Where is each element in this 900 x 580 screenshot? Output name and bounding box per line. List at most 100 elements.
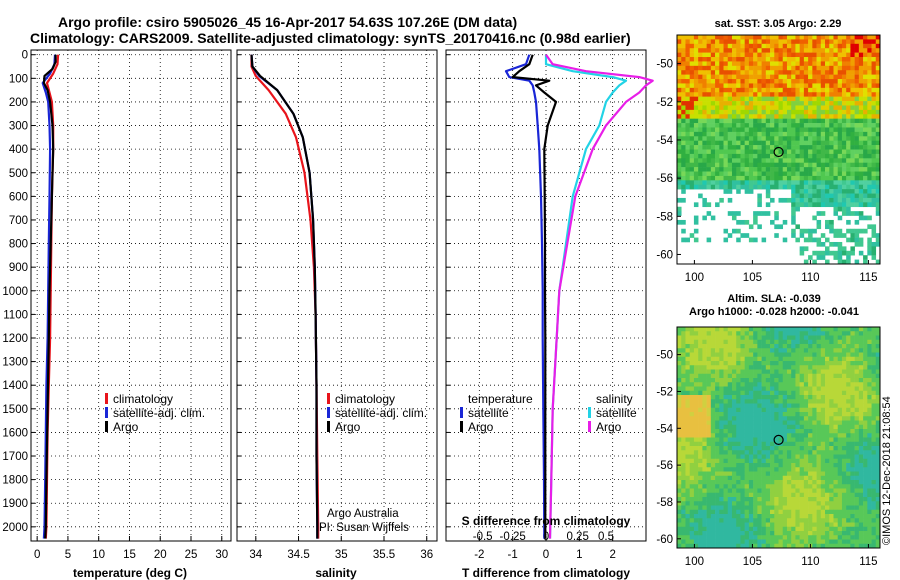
map-cell bbox=[736, 407, 741, 413]
map-cell bbox=[808, 167, 813, 172]
map-cell bbox=[765, 43, 771, 49]
map-cell bbox=[825, 373, 830, 379]
map-cell bbox=[715, 373, 720, 379]
map-cell bbox=[854, 361, 860, 366]
map-cell bbox=[837, 352, 843, 358]
map-cell bbox=[871, 189, 877, 194]
map-cell bbox=[871, 228, 877, 234]
legend-argo: Argo bbox=[335, 420, 361, 434]
map-cell bbox=[765, 471, 771, 477]
map-cell bbox=[761, 395, 767, 400]
map-cell bbox=[689, 43, 695, 49]
map-cell bbox=[816, 43, 822, 49]
map-cell bbox=[740, 407, 745, 413]
map-cell bbox=[689, 70, 695, 75]
map-cell bbox=[854, 475, 860, 481]
map-cell bbox=[698, 87, 703, 93]
map-cell bbox=[723, 522, 729, 528]
map-cell bbox=[731, 211, 737, 216]
map-cell bbox=[744, 488, 750, 494]
map-cell bbox=[791, 378, 796, 383]
map-cell bbox=[681, 539, 686, 545]
map-cell bbox=[681, 74, 686, 80]
map-cell bbox=[702, 492, 707, 498]
map-cell bbox=[799, 488, 805, 494]
map-cell bbox=[837, 514, 843, 519]
map-cell bbox=[795, 74, 800, 80]
map-cell bbox=[858, 189, 864, 194]
map-cell bbox=[854, 543, 860, 549]
map-cell bbox=[693, 471, 699, 477]
map-cell bbox=[698, 399, 703, 404]
map-cell bbox=[871, 454, 877, 460]
map-cell bbox=[702, 399, 707, 404]
map-cell bbox=[778, 369, 784, 375]
map-cell bbox=[736, 437, 741, 443]
map-cell bbox=[803, 158, 809, 164]
map-cell bbox=[765, 441, 771, 447]
map-cell bbox=[850, 233, 855, 238]
map-cell bbox=[677, 39, 682, 45]
map-cell bbox=[820, 441, 826, 447]
map-cell bbox=[765, 162, 771, 168]
map-cell bbox=[693, 403, 699, 409]
map-cell bbox=[702, 158, 707, 164]
map-cell bbox=[698, 70, 703, 75]
map-cell bbox=[833, 420, 839, 426]
map-cell bbox=[825, 399, 830, 404]
map-cell bbox=[867, 335, 872, 341]
map-cell bbox=[753, 484, 758, 489]
map-cell bbox=[858, 241, 864, 247]
map-cell bbox=[841, 327, 847, 332]
map-cell bbox=[782, 352, 788, 358]
map-cell bbox=[715, 382, 720, 387]
map-cell bbox=[799, 450, 805, 455]
map-cell bbox=[875, 48, 881, 53]
map-cell bbox=[761, 43, 767, 49]
map-cell bbox=[854, 365, 860, 370]
map-cell bbox=[702, 197, 707, 203]
map-cell bbox=[863, 167, 868, 172]
map-cell bbox=[871, 65, 877, 71]
map-cell bbox=[858, 250, 864, 256]
map-cell bbox=[833, 43, 839, 49]
map-cell bbox=[871, 57, 877, 62]
map-cell bbox=[808, 344, 813, 349]
map-cell bbox=[757, 484, 762, 489]
map-cell bbox=[816, 35, 822, 40]
map-cell bbox=[837, 339, 843, 345]
map-cell bbox=[841, 250, 847, 256]
map-cell bbox=[736, 361, 741, 366]
map-cell bbox=[875, 237, 881, 243]
map-cell bbox=[757, 193, 762, 199]
map-cell bbox=[833, 467, 839, 472]
map-cell bbox=[710, 348, 716, 353]
map-cell bbox=[786, 416, 792, 421]
map-cell bbox=[846, 471, 851, 477]
map-cell bbox=[799, 180, 805, 186]
map-cell bbox=[791, 61, 796, 67]
map-cell bbox=[778, 526, 784, 532]
map-cell bbox=[765, 539, 771, 545]
map-cell bbox=[685, 488, 690, 494]
map-cell bbox=[854, 505, 860, 511]
map-cell bbox=[791, 123, 796, 128]
map-cell bbox=[702, 386, 707, 392]
map-cell bbox=[846, 43, 851, 49]
map-cell bbox=[854, 70, 860, 75]
map-cell bbox=[731, 441, 737, 447]
map-cell bbox=[863, 454, 868, 460]
map-cell bbox=[858, 390, 864, 396]
map-cell bbox=[744, 79, 750, 84]
map-cell bbox=[825, 118, 830, 124]
map-cell bbox=[825, 184, 830, 190]
map-cell bbox=[715, 543, 720, 549]
map-cell bbox=[719, 175, 724, 181]
map-cell bbox=[736, 518, 741, 523]
map-cell bbox=[799, 175, 805, 181]
map-cell bbox=[833, 378, 839, 383]
map-cell bbox=[740, 429, 745, 434]
map-cell bbox=[748, 386, 754, 392]
map-cell bbox=[820, 57, 826, 62]
map-cell bbox=[799, 390, 805, 396]
